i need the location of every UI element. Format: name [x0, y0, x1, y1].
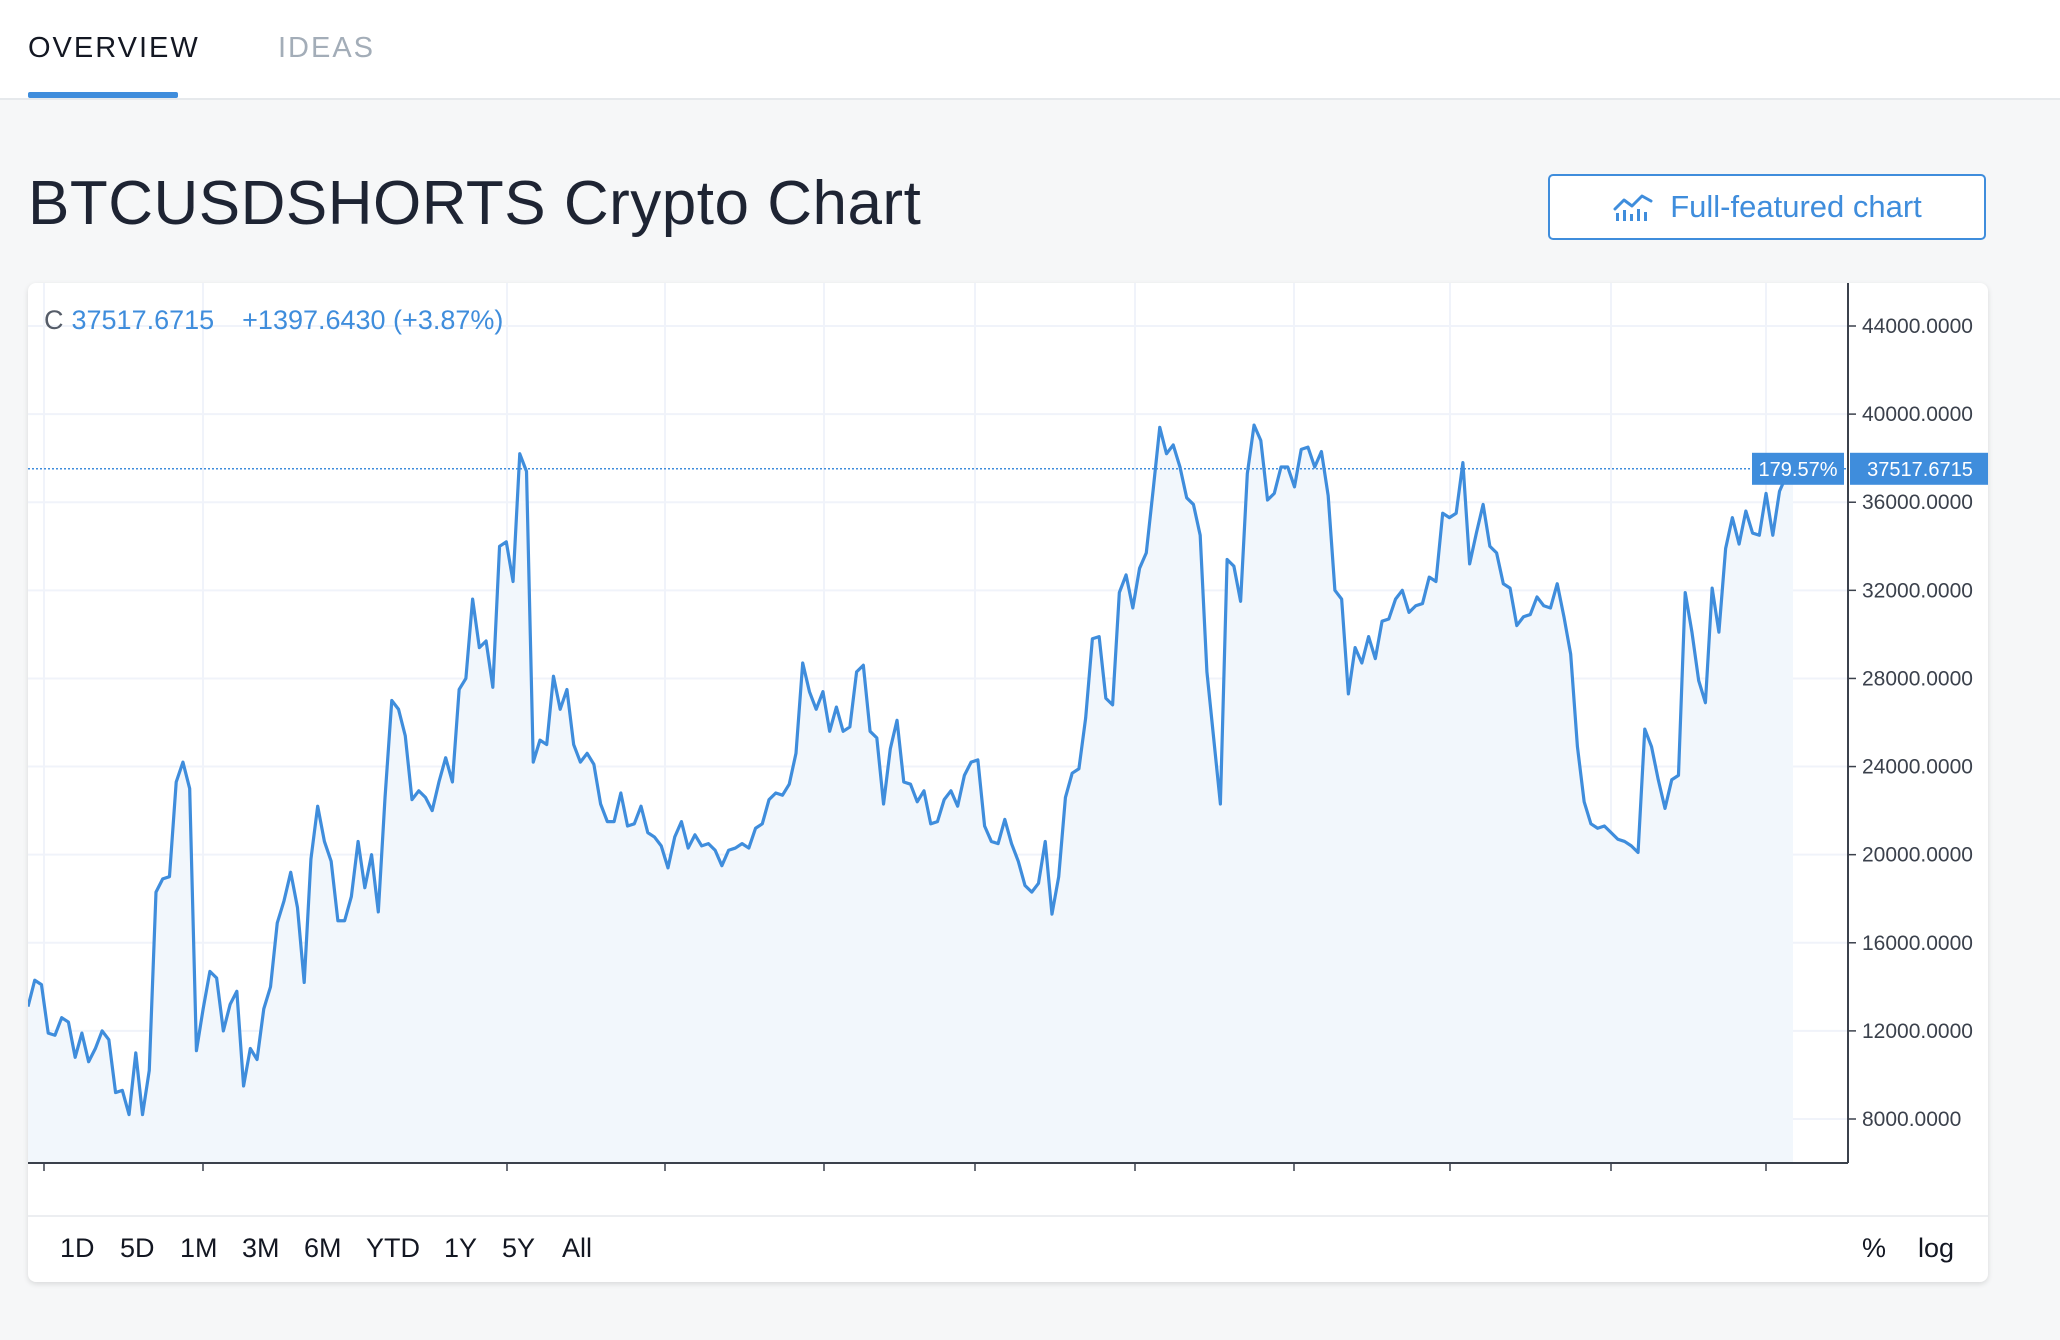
- price-tick-label: 8000.0000: [1862, 1108, 1961, 1131]
- legend-prefix: C: [44, 305, 64, 335]
- time-tick-label: Oct: [1434, 1181, 1467, 1183]
- price-chart[interactable]: 44000.0000 40000.0000 36000.0000 32000.0000…: [28, 283, 1988, 1183]
- time-tick-label: Feb: [185, 1181, 221, 1183]
- time-tick-label: Nov: [1592, 1181, 1630, 1183]
- tab-ideas[interactable]: IDEAS: [278, 32, 376, 64]
- price-axis-labels: 44000.0000 40000.0000 36000.0000 32000.0000…: [1848, 315, 1973, 1131]
- price-area-fill: [28, 425, 1793, 1163]
- range-button-5y[interactable]: 5Y: [502, 1233, 536, 1263]
- log-scale-button[interactable]: log: [1918, 1233, 1955, 1263]
- range-toolbar: 1D 5D 1M 3M 6M YTD 1Y 5Y All % log: [28, 1215, 1988, 1279]
- time-tick-label: Sep: [1275, 1181, 1312, 1183]
- tab-overview[interactable]: OVERVIEW: [28, 32, 200, 64]
- time-tick-label: Aug: [1116, 1181, 1153, 1183]
- price-series-line: [28, 423, 1795, 1117]
- percent-scale-button[interactable]: %: [1862, 1233, 1887, 1263]
- price-tick-label: 36000.0000: [1862, 491, 1973, 514]
- range-button-5d[interactable]: 5D: [120, 1233, 155, 1263]
- time-tick-label: Apr: [491, 1181, 524, 1183]
- legend-close-value: 37517.6715: [71, 305, 215, 335]
- percent-change-tag: [1752, 452, 1844, 485]
- range-button-6m[interactable]: 6M: [304, 1233, 342, 1263]
- range-button-1d[interactable]: 1D: [60, 1233, 95, 1263]
- range-button-ytd[interactable]: YTD: [366, 1233, 420, 1263]
- last-price-tag: [1850, 452, 1988, 485]
- price-tick-label: 16000.0000: [1862, 932, 1973, 955]
- chart-line-icon: [1613, 194, 1653, 221]
- full-featured-chart-button[interactable]: Full-featured chart: [1548, 174, 1986, 240]
- range-button-1m[interactable]: 1M: [180, 1233, 218, 1263]
- time-tick-label: 2018: [28, 1181, 69, 1183]
- price-tick-label: 28000.0000: [1862, 667, 1973, 690]
- legend-change-value: +1397.6430 (+3.87%): [242, 305, 504, 335]
- percent-change-tag-text: 179.57%: [1759, 459, 1838, 481]
- price-tick-label: 40000.0000: [1862, 403, 1973, 426]
- last-price-tag-text: 37517.6715: [1867, 459, 1973, 481]
- chart-card: 44000.0000 40000.0000 36000.0000 32000.0000…: [28, 283, 1988, 1282]
- last-price-tags: 179.57% 37517.6715: [1752, 452, 1988, 485]
- price-tick-label: 32000.0000: [1862, 579, 1973, 602]
- time-tick-label: Dec: [1747, 1181, 1784, 1183]
- tab-bar: OVERVIEW IDEAS: [0, 0, 2060, 100]
- range-button-1y[interactable]: 1Y: [444, 1233, 478, 1263]
- time-axis-labels: 2018 Feb Apr May Jun Jul Aug Sep Oct Nov Dec: [28, 1163, 1785, 1183]
- price-tick-label: 20000.0000: [1862, 844, 1973, 867]
- price-tick-label: 24000.0000: [1862, 756, 1973, 779]
- page-title: BTCUSDSHORTS Crypto Chart: [28, 169, 922, 238]
- range-button-3m[interactable]: 3M: [242, 1233, 280, 1263]
- full-featured-chart-label: Full-featured chart: [1670, 189, 1922, 224]
- time-tick-label: May: [645, 1181, 685, 1183]
- time-tick-label: Jun: [807, 1181, 841, 1183]
- price-tick-label: 12000.0000: [1862, 1020, 1973, 1043]
- active-tab-indicator: [28, 92, 178, 98]
- range-button-all[interactable]: All: [562, 1233, 593, 1263]
- price-tick-label: 44000.0000: [1862, 315, 1973, 338]
- time-tick-label: Jul: [962, 1181, 989, 1183]
- chart-legend: C 37517.6715 +1397.6430 (+3.87%): [44, 305, 503, 336]
